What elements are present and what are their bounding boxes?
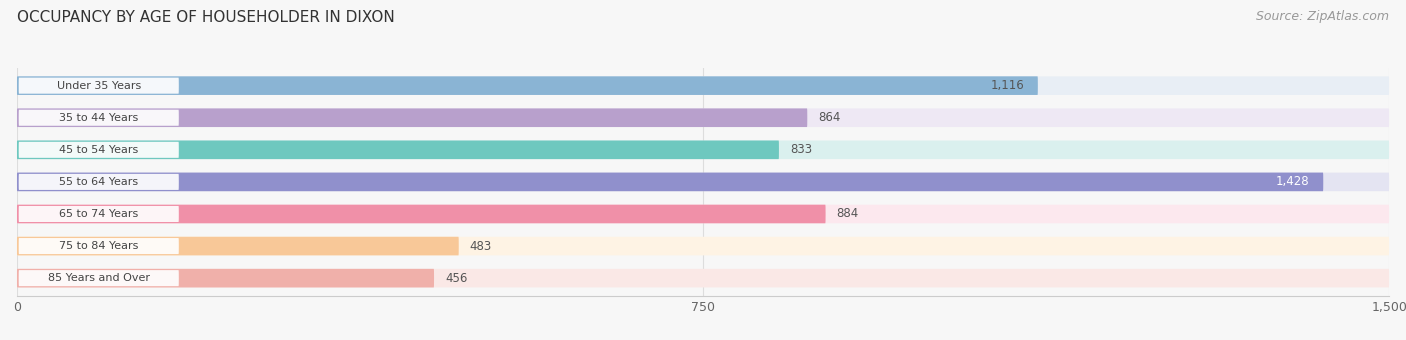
Text: Under 35 Years: Under 35 Years bbox=[56, 81, 141, 91]
Text: 483: 483 bbox=[470, 240, 492, 253]
FancyBboxPatch shape bbox=[17, 140, 1389, 159]
Text: 833: 833 bbox=[790, 143, 813, 156]
Text: 85 Years and Over: 85 Years and Over bbox=[48, 273, 150, 283]
Text: 65 to 74 Years: 65 to 74 Years bbox=[59, 209, 138, 219]
FancyBboxPatch shape bbox=[17, 237, 1389, 255]
FancyBboxPatch shape bbox=[17, 205, 825, 223]
FancyBboxPatch shape bbox=[17, 140, 779, 159]
Text: 884: 884 bbox=[837, 207, 859, 220]
FancyBboxPatch shape bbox=[18, 142, 179, 158]
FancyBboxPatch shape bbox=[18, 174, 179, 190]
Text: 456: 456 bbox=[446, 272, 467, 285]
Text: 864: 864 bbox=[818, 111, 841, 124]
FancyBboxPatch shape bbox=[17, 76, 1038, 95]
FancyBboxPatch shape bbox=[18, 238, 179, 254]
Text: 1,428: 1,428 bbox=[1275, 175, 1309, 188]
FancyBboxPatch shape bbox=[18, 206, 179, 222]
FancyBboxPatch shape bbox=[18, 270, 179, 286]
FancyBboxPatch shape bbox=[18, 110, 179, 126]
Text: 35 to 44 Years: 35 to 44 Years bbox=[59, 113, 138, 123]
FancyBboxPatch shape bbox=[17, 205, 1389, 223]
Text: 45 to 54 Years: 45 to 54 Years bbox=[59, 145, 138, 155]
FancyBboxPatch shape bbox=[17, 108, 807, 127]
FancyBboxPatch shape bbox=[17, 237, 458, 255]
FancyBboxPatch shape bbox=[17, 108, 1389, 127]
FancyBboxPatch shape bbox=[17, 173, 1323, 191]
FancyBboxPatch shape bbox=[17, 269, 1389, 287]
Text: 1,116: 1,116 bbox=[990, 79, 1024, 92]
FancyBboxPatch shape bbox=[17, 76, 1389, 95]
Text: OCCUPANCY BY AGE OF HOUSEHOLDER IN DIXON: OCCUPANCY BY AGE OF HOUSEHOLDER IN DIXON bbox=[17, 10, 395, 25]
Text: 55 to 64 Years: 55 to 64 Years bbox=[59, 177, 138, 187]
Text: 75 to 84 Years: 75 to 84 Years bbox=[59, 241, 138, 251]
FancyBboxPatch shape bbox=[17, 173, 1389, 191]
Text: Source: ZipAtlas.com: Source: ZipAtlas.com bbox=[1256, 10, 1389, 23]
FancyBboxPatch shape bbox=[17, 269, 434, 287]
FancyBboxPatch shape bbox=[18, 78, 179, 94]
